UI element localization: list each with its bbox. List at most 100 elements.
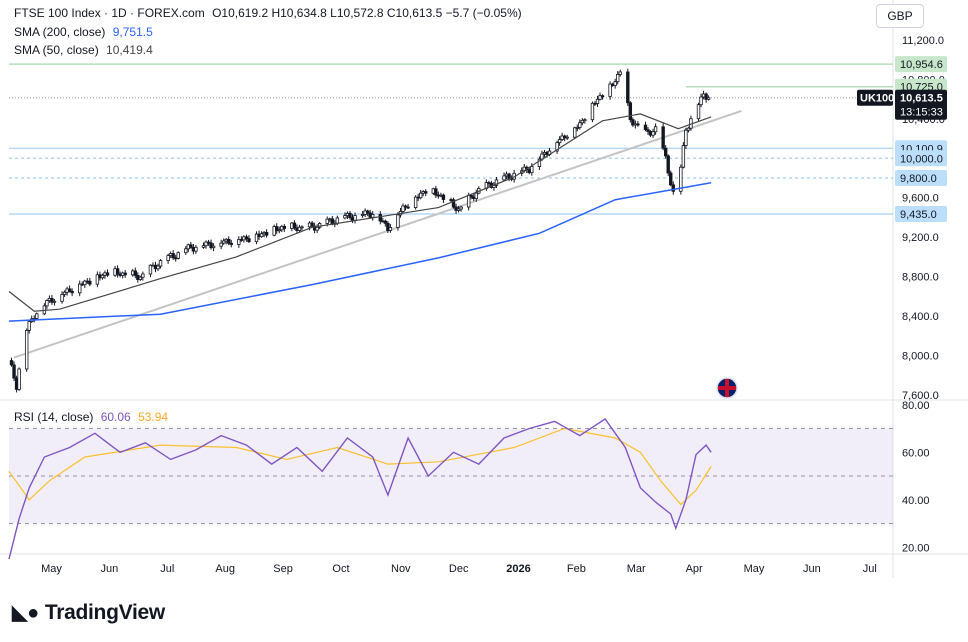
candle-body[interactable] xyxy=(615,74,620,83)
candle-body[interactable] xyxy=(209,242,213,249)
sma50-line[interactable] xyxy=(8,113,712,312)
candle-body[interactable] xyxy=(52,300,57,303)
price-axis-tick[interactable]: 9,200.0 xyxy=(902,232,939,244)
candle-body[interactable] xyxy=(474,192,478,199)
candle-body[interactable] xyxy=(194,246,198,252)
candle-body[interactable] xyxy=(166,255,170,261)
candle-body[interactable] xyxy=(247,238,251,243)
tradingview-logo[interactable]: ◣● TradingView xyxy=(12,600,165,625)
trendline[interactable] xyxy=(13,109,742,359)
time-axis-tick[interactable]: Nov xyxy=(391,563,411,575)
candle-body[interactable] xyxy=(653,126,658,133)
level-label[interactable]: 10,954.6 xyxy=(900,59,943,71)
candle-body[interactable] xyxy=(17,368,21,390)
time-axis-tick[interactable]: Dec xyxy=(449,563,469,575)
candle-body[interactable] xyxy=(365,210,370,214)
rsi-axis-tick[interactable]: 40.00 xyxy=(902,495,930,507)
time-axis-tick[interactable]: Jun xyxy=(100,563,118,575)
candle-body[interactable] xyxy=(35,313,39,319)
candle-body[interactable] xyxy=(699,96,703,106)
candle-body[interactable] xyxy=(360,214,365,216)
candle-body[interactable] xyxy=(618,71,622,75)
candle-body[interactable] xyxy=(686,127,691,131)
time-axis-tick[interactable]: Sep xyxy=(273,563,293,575)
candle-body[interactable] xyxy=(669,172,673,186)
candle-body[interactable] xyxy=(502,175,506,181)
sma200-legend[interactable]: SMA (200, close) 9,751.5 xyxy=(14,25,157,39)
candle-body[interactable] xyxy=(608,83,612,97)
candle-body[interactable] xyxy=(706,97,711,100)
candle-body[interactable] xyxy=(348,212,352,219)
time-axis-tick[interactable]: Apr xyxy=(686,563,703,575)
sma200-line[interactable] xyxy=(8,182,712,322)
candle-body[interactable] xyxy=(204,241,208,247)
candle-body[interactable] xyxy=(651,131,655,136)
candle-body[interactable] xyxy=(646,129,650,132)
rsi-ma-line[interactable] xyxy=(8,427,712,506)
candle-body[interactable] xyxy=(254,233,259,243)
price-axis-tick[interactable]: 8,800.0 xyxy=(902,272,939,284)
candle-body[interactable] xyxy=(176,252,180,259)
price-axis-tick[interactable]: 8,000.0 xyxy=(902,351,939,363)
candle-body[interactable] xyxy=(583,119,587,122)
candle-body[interactable] xyxy=(671,184,675,192)
candle-body[interactable] xyxy=(343,215,347,219)
candle-body[interactable] xyxy=(663,147,668,157)
candle-body[interactable] xyxy=(237,239,241,245)
candle-body[interactable] xyxy=(201,245,206,248)
level-label[interactable]: 10,000.0 xyxy=(900,153,943,165)
candle-body[interactable] xyxy=(598,95,602,100)
candle-body[interactable] xyxy=(221,240,226,244)
time-axis-tick[interactable]: Jul xyxy=(160,563,174,575)
level-label[interactable]: 9,800.0 xyxy=(900,173,937,185)
candle-body[interactable] xyxy=(681,145,686,168)
candle-body[interactable] xyxy=(282,225,287,229)
time-axis-tick[interactable]: Oct xyxy=(332,563,349,575)
candle-body[interactable] xyxy=(388,227,393,231)
time-axis-tick[interactable]: Aug xyxy=(215,563,235,575)
candle-body[interactable] xyxy=(123,272,127,276)
symbol-tag-bg[interactable] xyxy=(857,89,893,106)
candle-body[interactable] xyxy=(292,222,297,229)
candle-body[interactable] xyxy=(383,220,388,224)
price-axis-tick[interactable]: 11,200.0 xyxy=(902,35,944,47)
level-label-bg[interactable] xyxy=(895,150,947,167)
candle-body[interactable] xyxy=(67,288,72,292)
candle-body[interactable] xyxy=(613,81,617,86)
candle-body[interactable] xyxy=(138,276,143,280)
candle-body[interactable] xyxy=(141,273,145,278)
candle-body[interactable] xyxy=(264,231,269,236)
candle-body[interactable] xyxy=(401,205,405,212)
rsi-axis-tick[interactable]: 60.00 xyxy=(902,447,930,459)
time-axis-tick[interactable]: May xyxy=(744,563,765,575)
candle-body[interactable] xyxy=(565,136,569,139)
candle-body[interactable] xyxy=(88,280,92,285)
candle-body[interactable] xyxy=(115,268,120,275)
candle-body[interactable] xyxy=(50,297,54,303)
candle-body[interactable] xyxy=(396,214,400,228)
sma50-legend[interactable]: SMA (50, close) 10,419.4 xyxy=(14,43,157,57)
level-label-bg[interactable] xyxy=(895,56,947,73)
candle-body[interactable] xyxy=(494,179,499,186)
candle-body[interactable] xyxy=(441,194,446,200)
candle-body[interactable] xyxy=(631,119,635,126)
candle-body[interactable] xyxy=(628,102,633,121)
candle-body[interactable] xyxy=(386,222,390,231)
candle-body[interactable] xyxy=(45,300,49,307)
candle-body[interactable] xyxy=(100,274,105,279)
candle-body[interactable] xyxy=(189,244,193,248)
rsi-legend[interactable]: RSI (14, close) 60.06 53.94 xyxy=(14,410,172,424)
candle-body[interactable] xyxy=(244,236,249,240)
candle-body[interactable] xyxy=(418,192,423,199)
candle-body[interactable] xyxy=(62,291,67,295)
candle-body[interactable] xyxy=(133,270,137,276)
candle-body[interactable] xyxy=(325,218,329,224)
candle-body[interactable] xyxy=(696,104,701,120)
candle-body[interactable] xyxy=(211,245,216,249)
candle-body[interactable] xyxy=(578,122,582,128)
candle-body[interactable] xyxy=(636,123,640,126)
level-label-bg[interactable] xyxy=(895,206,947,223)
candle-body[interactable] xyxy=(661,126,665,149)
candle-body[interactable] xyxy=(148,264,153,275)
